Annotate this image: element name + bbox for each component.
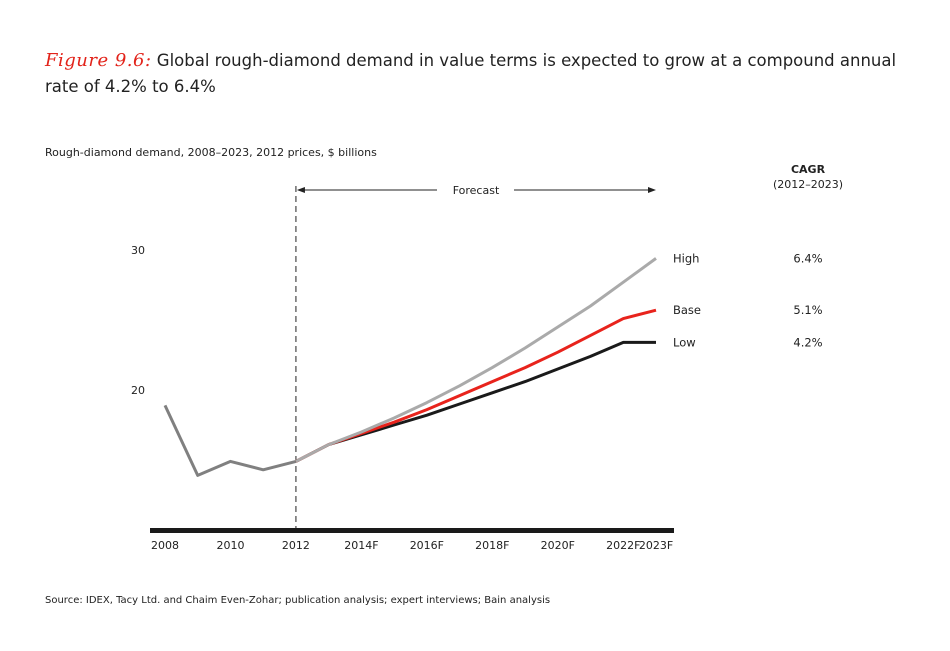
series-line-historical (163, 404, 297, 477)
arrow-right-icon (648, 187, 656, 193)
figure-title-text: Global rough-diamond demand in value ter… (45, 51, 897, 96)
legend-label-base: Base (673, 303, 701, 317)
x-tick-label: 2020F (541, 539, 575, 552)
x-tick-label: 2012 (282, 539, 310, 552)
x-tick-label: 2010 (216, 539, 244, 552)
figure-title: Figure 9.6: Global rough-diamond demand … (45, 48, 925, 100)
series-line-base (295, 308, 657, 463)
forecast-bracket: Forecast (296, 184, 656, 197)
cagr-value-base: 5.1% (793, 303, 822, 317)
x-axis-ticks: 2008 2010 2012 2014F 2016F 2018F 2020F 2022F202… (151, 539, 673, 552)
x-tick-label: 2014F (344, 539, 378, 552)
figure-label: Figure 9.6: (45, 50, 152, 71)
x-tick-label: 2008 (151, 539, 179, 552)
x-axis-baseline (150, 528, 674, 533)
x-tick-label: 2016F (410, 539, 444, 552)
arrow-left-icon (296, 187, 305, 193)
series-line-high (295, 257, 657, 463)
y-tick-label: 20 (131, 384, 145, 397)
chart-subtitle: Rough-diamond demand, 2008–2023, 2012 pr… (45, 146, 377, 159)
legend-label-high: High (673, 251, 699, 265)
series-group (163, 257, 657, 477)
cagr-period: (2012–2023) (773, 178, 843, 191)
cagr-value-high: 6.4% (793, 251, 822, 265)
legend-label-low: Low (673, 335, 696, 349)
y-tick-label: 30 (131, 244, 145, 257)
cagr-header: CAGR (791, 163, 826, 176)
x-tick-label: 2023F (639, 539, 673, 552)
legend: Low 4.2% Base 5.1% High 6.4% (673, 251, 823, 349)
x-tick-label: 2018F (475, 539, 509, 552)
x-tick-label: 2022F (606, 539, 640, 552)
forecast-label: Forecast (453, 184, 500, 197)
cagr-value-low: 4.2% (793, 335, 822, 349)
series-line-low (295, 340, 656, 463)
source-note: Source: IDEX, Tacy Ltd. and Chaim Even-Z… (45, 595, 551, 606)
